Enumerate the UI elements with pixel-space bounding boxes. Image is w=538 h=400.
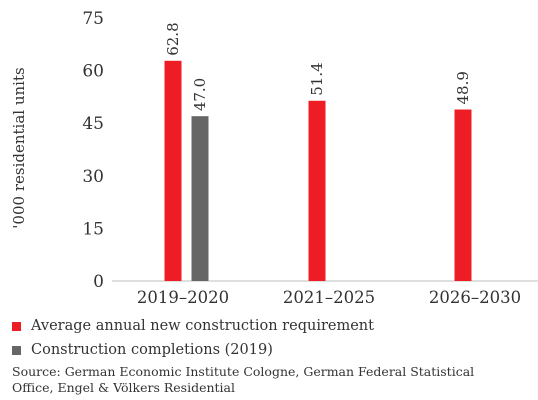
y-tick-label: 30 — [82, 167, 104, 187]
bar — [164, 60, 182, 281]
data-label: 48.9 — [454, 71, 472, 104]
y-tick-label: 60 — [82, 62, 104, 82]
y-tick-label: 75 — [82, 9, 104, 29]
bar — [191, 116, 209, 281]
data-label: 47.0 — [191, 78, 209, 111]
bars — [164, 60, 472, 282]
x-tick-label: 2026–2030 — [429, 288, 521, 307]
bar — [454, 109, 472, 281]
legend-item-requirement: Average annual new construction requirem… — [12, 318, 374, 334]
legend-swatch-grey — [12, 345, 21, 355]
x-tick-label: 2021–2025 — [283, 288, 375, 307]
axes: 0 15 30 45 60 75 2019–2020 2021–2025 2026–2030 — [82, 9, 538, 307]
y-axis-label: '000 residential units — [10, 67, 28, 228]
y-tick-label: 15 — [82, 219, 104, 239]
data-label: 62.8 — [164, 22, 182, 55]
y-tick-label: 0 — [93, 272, 104, 292]
x-tick-label: 2019–2020 — [137, 288, 229, 307]
data-label: 51.4 — [308, 62, 326, 95]
legend-swatch-red — [12, 321, 21, 331]
legend-label-requirement: Average annual new construction requirem… — [31, 318, 374, 334]
source-note: Source: German Economic Institute Cologn… — [12, 364, 475, 395]
data-labels: 62.8 47.0 51.4 48.9 — [164, 22, 472, 111]
bar-chart: 0 15 30 45 60 75 2019–2020 2021–2025 2026–2030 6… — [10, 9, 538, 307]
legend-label-completions: Construction completions (2019) — [31, 342, 273, 358]
bar — [308, 100, 326, 282]
legend-item-completions: Construction completions (2019) — [12, 342, 273, 358]
y-tick-label: 45 — [82, 114, 104, 134]
y-axis-label-group: '000 residential units — [10, 67, 28, 228]
